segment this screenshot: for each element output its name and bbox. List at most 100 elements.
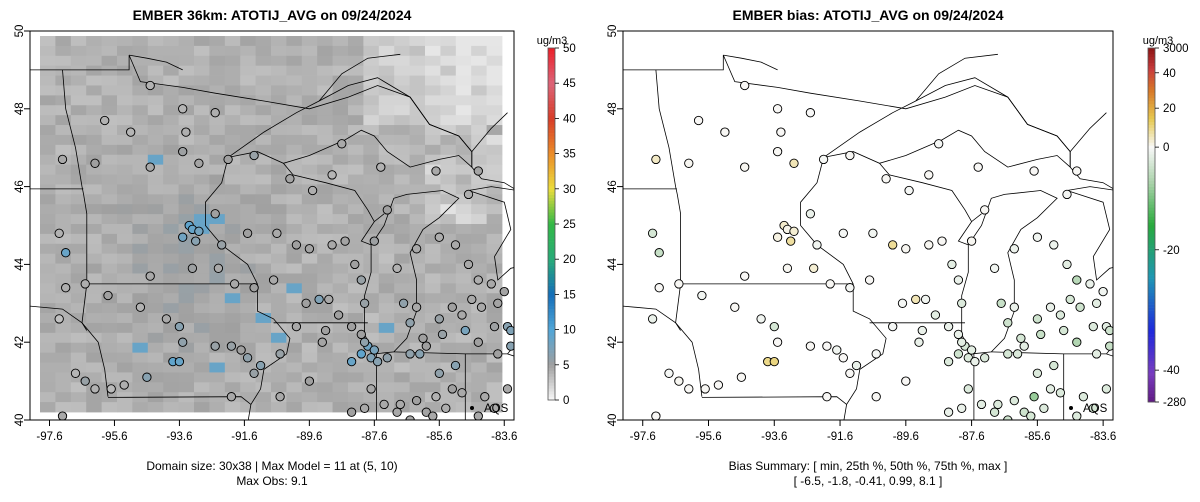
colorbar-segment [548, 268, 555, 272]
model-cell [55, 55, 72, 67]
model-cell [55, 224, 72, 235]
bias-point [901, 244, 911, 254]
model-cell [147, 125, 164, 136]
model-cell [301, 125, 318, 136]
model-cell [471, 105, 487, 116]
model-cell [132, 164, 149, 175]
model-cell [117, 372, 133, 383]
model-cell [70, 273, 87, 284]
colorbar-segment [548, 320, 555, 325]
model-cell [55, 36, 72, 47]
colorbar-segment [548, 62, 555, 66]
obs-point [502, 384, 513, 394]
model-cell [194, 174, 210, 185]
model-cell [240, 273, 256, 284]
model-cell [255, 283, 272, 294]
colorbar-segment [548, 197, 555, 201]
model-cell [86, 293, 102, 304]
colorbar-segment [1148, 189, 1155, 193]
model-cell [132, 243, 149, 255]
model-cell [471, 382, 487, 393]
model-cell [486, 204, 503, 215]
model-cell [348, 36, 364, 47]
model-cell [363, 154, 380, 166]
model-cell [209, 273, 226, 284]
model-cell [101, 214, 118, 225]
bias-point [1098, 286, 1108, 297]
model-cell [40, 174, 56, 185]
colorbar-tick-label: 40 [1163, 68, 1176, 80]
colorbar-segment [548, 127, 555, 131]
model-cell [70, 184, 87, 195]
colorbar-segment [1148, 242, 1155, 246]
obs-point [392, 263, 402, 273]
model-cell [332, 283, 349, 294]
model-cell [409, 144, 426, 156]
model-cell [240, 134, 256, 146]
model-cell [163, 204, 179, 215]
obs-point [480, 392, 490, 402]
model-cell [455, 125, 472, 136]
model-cell [301, 332, 318, 344]
model-cell [363, 194, 380, 205]
colorbar-segment [1148, 210, 1155, 214]
model-cell [317, 313, 333, 324]
model-cell [255, 392, 272, 403]
model-cell [163, 134, 179, 146]
colorbar-segment [1148, 216, 1155, 220]
model-cell [255, 194, 272, 205]
bias-point [888, 240, 898, 250]
model-cell [348, 174, 364, 185]
model-cell [40, 214, 56, 225]
model-cell [163, 372, 179, 383]
model-cell [40, 36, 56, 47]
colorbar-segment [1148, 80, 1155, 84]
model-cell [332, 36, 349, 47]
model-cell [147, 105, 164, 116]
obs-point [437, 329, 448, 340]
colorbar-segment [1148, 357, 1155, 361]
model-cell [486, 125, 503, 136]
obs-point [249, 368, 259, 378]
boundary-line [471, 112, 508, 152]
model-cell [301, 322, 318, 334]
model-cell [440, 164, 457, 175]
model-cell [147, 233, 164, 245]
model-cell [163, 402, 179, 413]
bias-point [1105, 325, 1113, 336]
colorbar-segment [1148, 254, 1155, 258]
colorbar-segment [548, 253, 555, 257]
model-cell [378, 174, 395, 185]
model-cell [378, 392, 395, 403]
model-cell [317, 243, 333, 255]
left-x-axis: -97.6 -95.6 -93.6 -91.6 -89.6 -87.6 -85.6 -83.6 [36, 420, 517, 443]
model-cell [132, 184, 149, 195]
model-cell [440, 184, 457, 195]
model-cell [425, 352, 441, 363]
model-cell [147, 402, 164, 413]
model-cell [363, 224, 380, 235]
right-chart-title: EMBER bias: ATOTIJ_AVG on 09/24/2024 [732, 7, 1003, 23]
model-cell [409, 283, 426, 294]
colorbar-segment [548, 294, 555, 298]
model-cell [147, 45, 164, 57]
model-cell [40, 402, 56, 413]
obs-point [346, 407, 357, 417]
colorbar-segment [1148, 260, 1155, 264]
obs-point [119, 380, 129, 390]
model-cell [224, 55, 241, 67]
bias-point [937, 236, 947, 246]
colorbar-segment [548, 100, 555, 105]
model-cell [147, 273, 164, 284]
model-cell [455, 263, 472, 274]
model-cell [363, 65, 380, 76]
model-cell [471, 115, 487, 126]
y-tick-label: 42 [607, 336, 619, 349]
obs-point [223, 154, 233, 165]
obs-point [411, 395, 422, 406]
model-cell [394, 134, 410, 146]
model-cell [132, 144, 149, 156]
model-cell [471, 224, 487, 235]
model-cell [70, 332, 87, 344]
model-cell [425, 382, 441, 393]
